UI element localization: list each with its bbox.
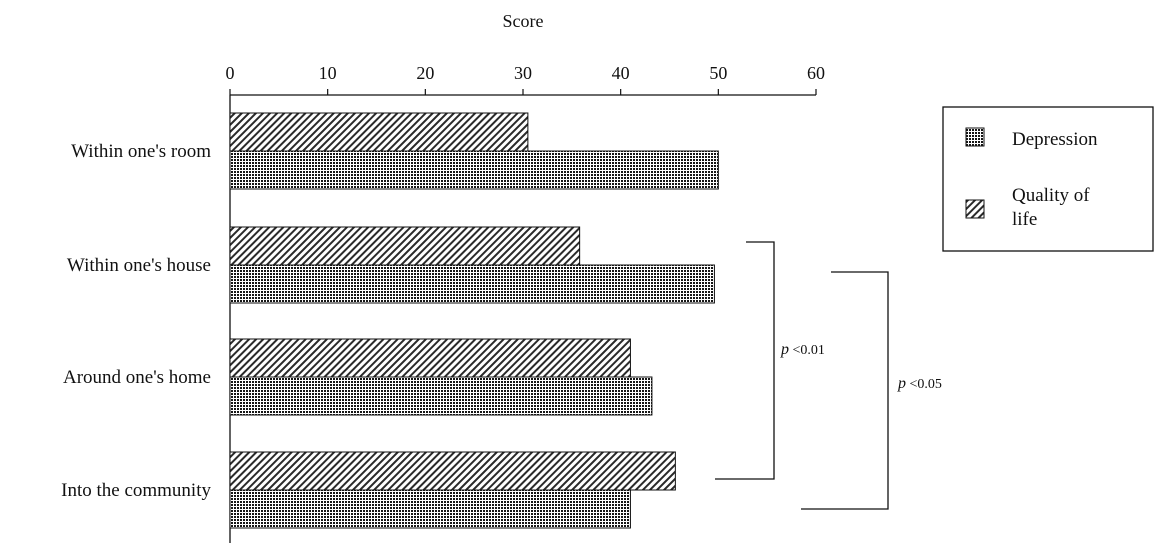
x-tick-label: 30 (514, 63, 532, 83)
bar-quality-of-life (229, 112, 529, 152)
significance-bracket-p001: p <0.01 (715, 241, 825, 480)
bar-depression (229, 489, 631, 529)
x-tick-label: 50 (709, 63, 727, 83)
category-label: Into the community (61, 480, 211, 501)
legend-swatch-quality-of-life (965, 199, 985, 219)
significance-bracket-p005: p <0.05 (801, 271, 942, 510)
bar-quality-of-life (229, 338, 631, 378)
legend-swatch-depression (965, 127, 985, 147)
x-tick-label: 60 (807, 63, 825, 83)
x-tick-label: 0 (226, 63, 235, 83)
bar-quality-of-life (229, 226, 581, 266)
legend: Depression Quality of life (942, 106, 1154, 252)
category-label: Within one's house (67, 255, 211, 276)
bars (229, 112, 719, 529)
legend-label-quality-of-life: Quality of life (1012, 185, 1094, 230)
bar-depression (229, 376, 653, 416)
bar-depression (229, 150, 719, 190)
p-value-label-001: p <0.01 (780, 341, 825, 358)
x-tick-label: 10 (319, 63, 337, 83)
bar-depression (229, 264, 715, 304)
legend-label-depression: Depression (1012, 129, 1098, 150)
x-axis-label: Score (503, 11, 544, 31)
bar-quality-of-life (229, 451, 676, 491)
category-labels: Within one's room Within one's house Aroun… (61, 141, 211, 501)
x-tick-label: 20 (416, 63, 434, 83)
x-tick-label: 40 (612, 63, 630, 83)
category-label: Around one's home (63, 367, 211, 388)
category-label: Within one's room (71, 141, 211, 162)
p-value-label-005: p <0.05 (897, 375, 942, 392)
